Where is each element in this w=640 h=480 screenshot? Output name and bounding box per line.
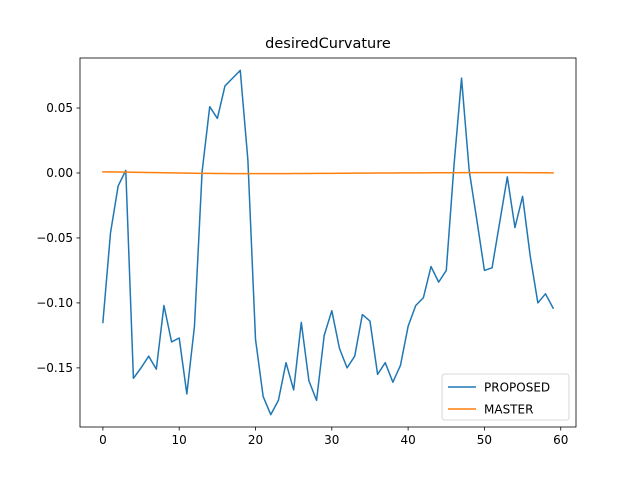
y-tick-label: 0.00: [46, 166, 73, 180]
y-tick-label: −0.05: [36, 231, 73, 245]
x-tick-label: 0: [99, 433, 107, 447]
axes-frame: [79, 57, 577, 428]
legend: PROPOSED MASTER: [441, 373, 570, 421]
x-tick-label: 60: [553, 433, 568, 447]
series-layer: [102, 69, 555, 416]
legend-label-master: MASTER: [484, 402, 533, 416]
chart-title: desiredCurvature: [265, 36, 391, 52]
x-tick-label: 50: [477, 433, 492, 447]
y-tick-label: 0.05: [46, 101, 73, 115]
x-tick-label: 20: [248, 433, 263, 447]
axes-layer: 0 10 20 30 40 50 60 0.05 0.00 −0.05 −0.10 −0.15: [36, 57, 577, 447]
legend-label-proposed: PROPOSED: [484, 380, 550, 394]
x-tick-label: 30: [324, 433, 339, 447]
y-tick-label: −0.15: [36, 361, 73, 375]
plot-area: [80, 58, 576, 427]
x-tick-label: 10: [172, 433, 187, 447]
series-line-proposed: [102, 69, 555, 416]
x-tick-label: 40: [400, 433, 415, 447]
series-line-master: [102, 171, 554, 175]
y-tick-label: −0.10: [36, 296, 73, 310]
